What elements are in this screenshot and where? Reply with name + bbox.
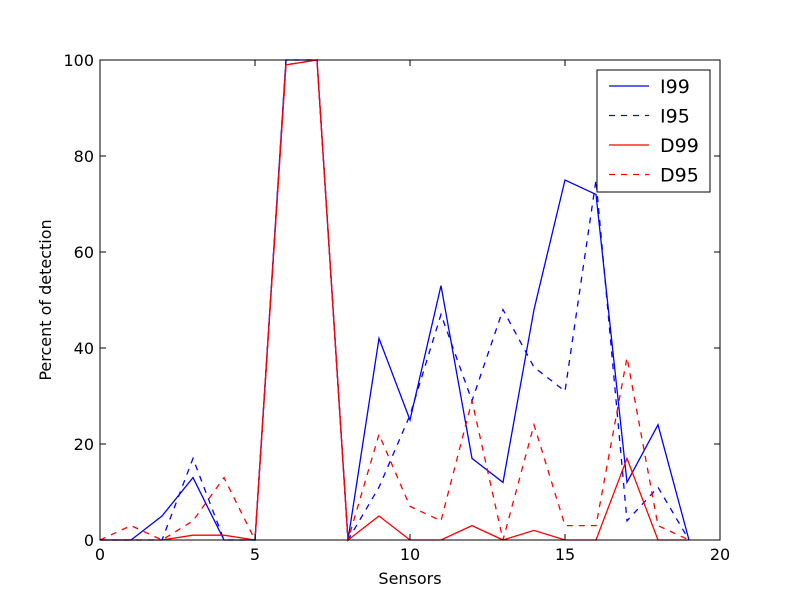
legend-label-i99: I99 <box>660 76 690 98</box>
series-line-i95 <box>100 59 690 543</box>
x-tick-label: 5 <box>250 545 260 564</box>
x-tick-label: 15 <box>555 545 575 564</box>
y-axis-label: Percent of detection <box>36 219 55 380</box>
y-tick-label: 80 <box>74 147 94 166</box>
legend: I99 I95 D99 D95 <box>596 69 711 193</box>
legend-label-d99: D99 <box>660 135 699 157</box>
y-tick-label: 0 <box>84 531 94 550</box>
series-line-i99 <box>100 59 690 541</box>
y-tick-label: 60 <box>74 243 94 262</box>
legend-label-i95: I95 <box>660 106 690 128</box>
x-tick-label: 0 <box>95 545 105 564</box>
legend-label-d95: D95 <box>660 165 699 187</box>
tick-layer: 0 5 10 15 20 0 20 40 60 80 100 <box>63 51 730 564</box>
legend-box <box>596 69 711 193</box>
x-tick-label: 20 <box>710 545 730 564</box>
series-line-d95 <box>99 59 690 543</box>
x-axis-label: Sensors <box>378 569 441 588</box>
x-tick-label: 10 <box>400 545 420 564</box>
y-tick-label: 20 <box>74 435 94 454</box>
y-tick-label: 100 <box>63 51 94 70</box>
y-tick-label: 40 <box>74 339 94 358</box>
